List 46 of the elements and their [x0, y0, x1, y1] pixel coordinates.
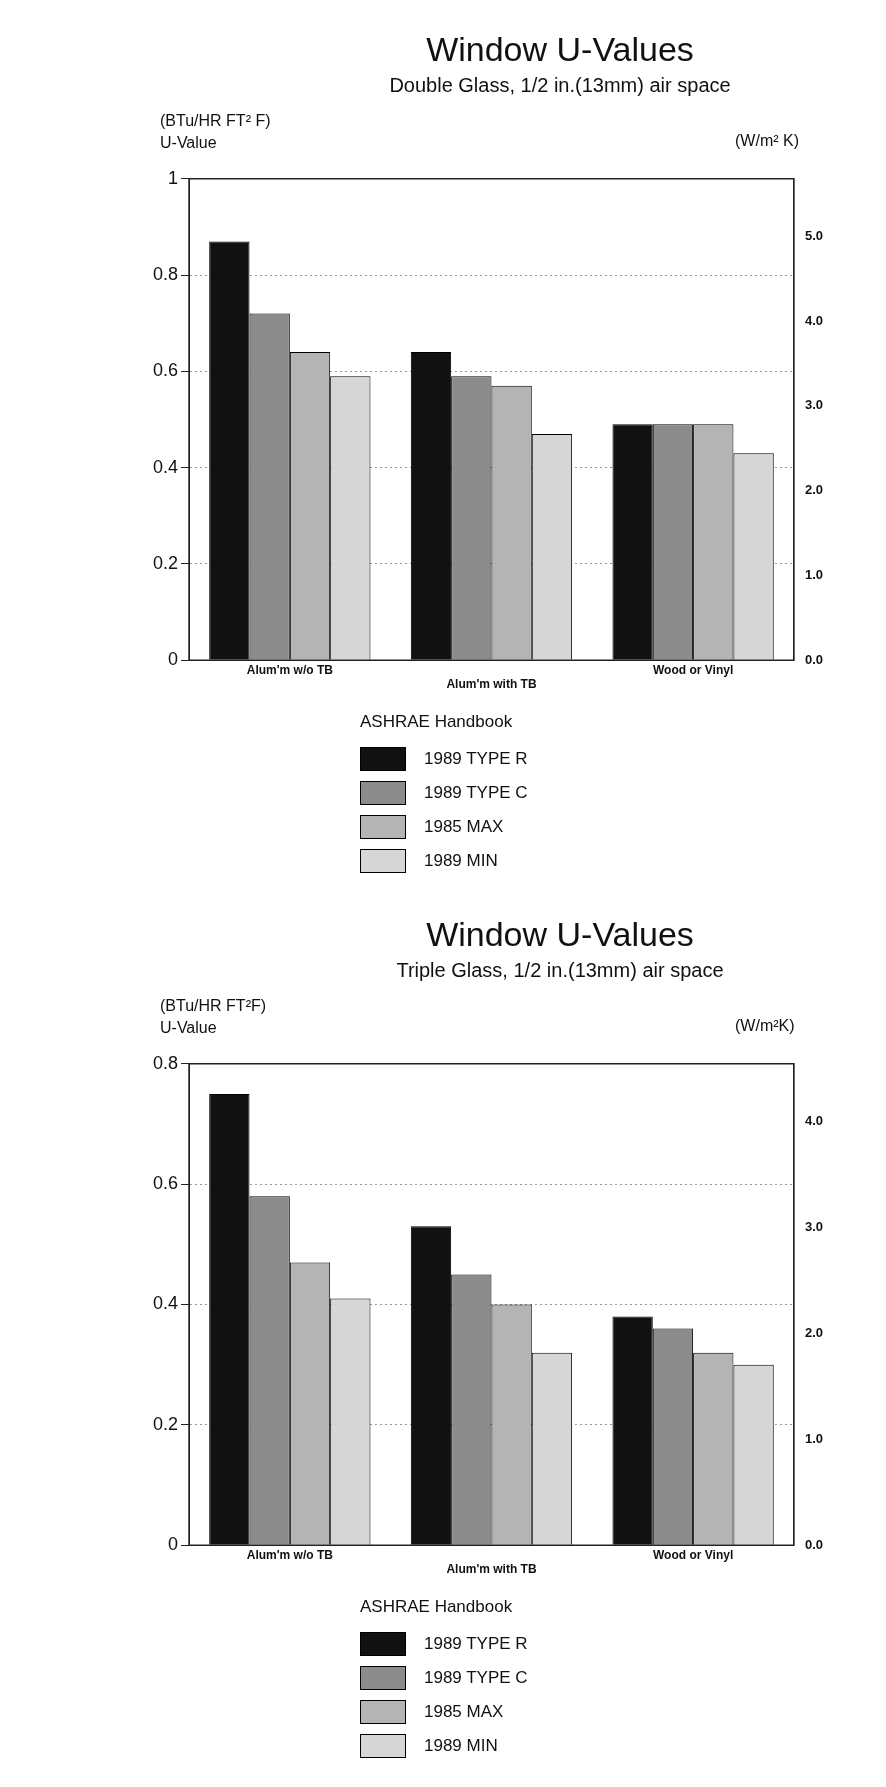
y2-tick-label: 2.0 — [804, 482, 824, 498]
y-tick-label: 0 — [168, 649, 179, 670]
legend-label: 1989 TYPE R — [424, 1634, 528, 1654]
y-tick-label: 0.2 — [152, 1413, 179, 1434]
x-tick-label: Wood or Vinyl — [652, 662, 734, 677]
y-axis-title: (BTu/HR FT²F) U-Value — [160, 996, 267, 1038]
chart-subtitle: Double Glass, 1/2 in.(13mm) air space — [388, 74, 732, 97]
y-tick-label: 0.4 — [152, 1293, 179, 1314]
y2-tick-label: 2.0 — [804, 1324, 824, 1340]
chart-title: Window U-Values — [425, 915, 695, 954]
y2-tick-label: 0.0 — [804, 1536, 824, 1552]
y2-tick-label: 4.0 — [804, 312, 824, 328]
y2-tick-label: 1.0 — [804, 566, 824, 582]
legend-label: 1985 MAX — [424, 1702, 504, 1722]
legend-label: 1985 MAX — [424, 817, 504, 837]
legend-label: 1989 TYPE C — [424, 1668, 528, 1688]
legend-label: 1989 TYPE C — [424, 783, 528, 803]
y-axis-title: (BTu/HR FT² F) U-Value — [160, 111, 271, 153]
y2-tick-label: 3.0 — [804, 1218, 824, 1234]
y2-tick-label: 0.0 — [804, 651, 824, 667]
y2-tick-label: 4.0 — [804, 1112, 824, 1128]
y-tick-label: 0.8 — [152, 264, 179, 285]
y-tick-label: 0.6 — [152, 1173, 179, 1194]
y-tick-label: 1 — [168, 167, 179, 188]
y2-tick-label: 1.0 — [804, 1430, 824, 1446]
y-tick-label: 0.6 — [152, 360, 179, 381]
legend-label: 1989 MIN — [424, 1736, 498, 1756]
x-tick-label: Alum'm w/o TB — [246, 1547, 334, 1562]
y-tick-label: 0.2 — [152, 552, 179, 573]
chart-title: Window U-Values — [425, 30, 695, 69]
legend-title: ASHRAE Handbook — [360, 712, 514, 732]
legend-label: 1989 TYPE R — [424, 749, 528, 769]
y2-axis-title: (W/m²K) — [735, 1017, 795, 1035]
x-tick-label: Alum'm w/o TB — [246, 662, 334, 677]
y2-axis-title: (W/m² K) — [735, 132, 799, 150]
chart-subtitle: Triple Glass, 1/2 in.(13mm) air space — [395, 959, 725, 982]
y-tick-label: 0 — [168, 1534, 179, 1555]
x-tick-label: Wood or Vinyl — [652, 1547, 734, 1562]
x-tick-label: Alum'm with TB — [446, 1562, 537, 1577]
y2-tick-label: 3.0 — [804, 397, 824, 413]
y-tick-label: 0.4 — [152, 456, 179, 477]
y2-tick-label: 5.0 — [804, 227, 824, 243]
legend-title: ASHRAE Handbook — [360, 1597, 514, 1617]
legend-label: 1989 MIN — [424, 851, 498, 871]
y-tick-label: 0.8 — [152, 1052, 179, 1073]
x-tick-label: Alum'm with TB — [446, 677, 537, 692]
